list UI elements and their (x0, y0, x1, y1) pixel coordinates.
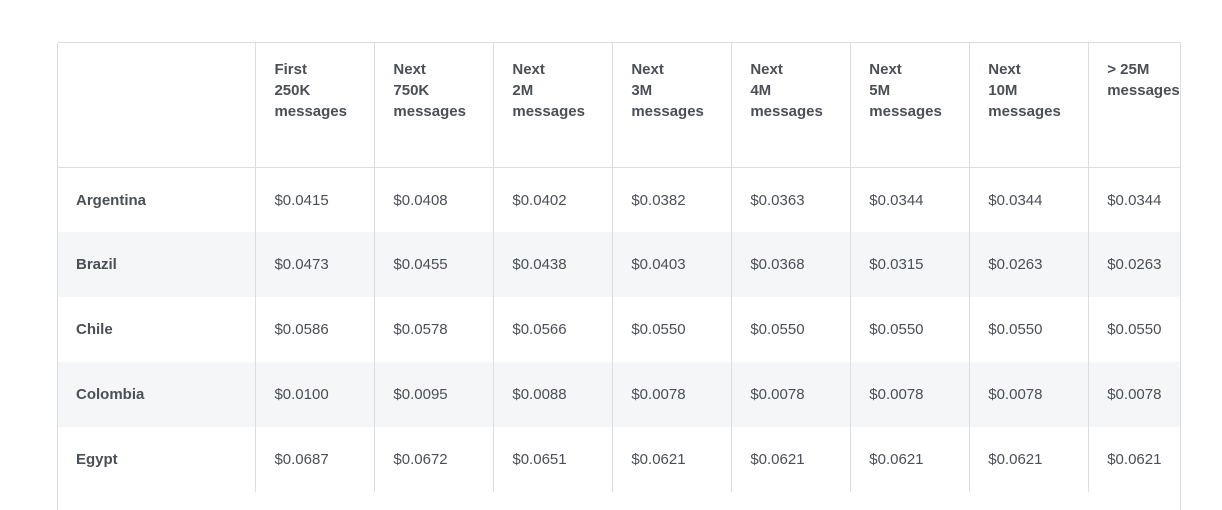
price-cell: $0.0550 (1107, 321, 1162, 338)
price-cell: $0.0455 (374, 232, 495, 297)
price-cell: $0.0363 (731, 167, 852, 232)
tier-header-line: 10M (988, 82, 1018, 99)
tier-header-line: Next (750, 61, 783, 78)
price-cell: $0.0651 (493, 427, 614, 492)
price-cell: $0.0263 (1088, 232, 1180, 297)
price-cell: $0.0578 (374, 297, 495, 362)
tier-header-line: Next (869, 61, 902, 78)
price-cell: $0.0621 (612, 427, 733, 492)
price-cell: $0.0408 (374, 167, 495, 232)
price-cell: $0.0095 (374, 362, 495, 427)
price-cell: $0.0586 (255, 297, 376, 362)
price-cell: $0.0368 (731, 232, 852, 297)
price-cell: $0.0672 (374, 427, 495, 492)
table-row: Argentina $0.0415 $0.0408 $0.0402 $0.038… (58, 167, 1180, 232)
tier-header-line: messages (512, 103, 585, 120)
corner-header-cell (58, 43, 257, 168)
price-cell: $0.0315 (850, 232, 971, 297)
country-cell: Chile (58, 297, 257, 362)
price-cell: $0.0078 (731, 362, 852, 427)
tier-header-first-250k: First 250K messages (255, 43, 376, 168)
country-cell: Brazil (58, 232, 257, 297)
table-row: Brazil $0.0473 $0.0455 $0.0438 $0.0403 $… (58, 232, 1180, 297)
tier-header-line: 3M (631, 82, 653, 99)
price-cell: $0.0403 (612, 232, 733, 297)
price-cell: $0.0402 (493, 167, 614, 232)
tier-header-line: messages (988, 103, 1061, 120)
table-row: Egypt $0.0687 $0.0672 $0.0651 $0.0621 $0… (58, 427, 1180, 492)
tier-header-next-10m: Next 10M messages (969, 43, 1090, 168)
pricing-table: First 250K messages Next 750K messages N… (58, 43, 1180, 492)
price-cell: $0.0078 (1088, 362, 1180, 427)
price-cell: $0.0078 (969, 362, 1090, 427)
tier-header-over-25m: > 25M messages (1088, 43, 1180, 168)
tier-header-line: Next (393, 61, 426, 78)
table-header-row: First 250K messages Next 750K messages N… (58, 43, 1180, 168)
tier-header-next-750k: Next 750K messages (374, 43, 495, 168)
price-cell: $0.0100 (255, 362, 376, 427)
tier-header-next-4m: Next 4M messages (731, 43, 852, 168)
price-cell: $0.0687 (255, 427, 376, 492)
tier-header-line: First (274, 61, 307, 78)
country-cell: Colombia (58, 362, 257, 427)
tier-header-line: 4M (750, 82, 772, 99)
price-cell: $0.0621 (969, 427, 1090, 492)
tier-header-line: 750K (393, 82, 430, 99)
tier-header-line: Next (631, 61, 664, 78)
price-cell: $0.0263 (969, 232, 1090, 297)
price-cell: $0.0438 (493, 232, 614, 297)
table-row: Chile $0.0586 $0.0578 $0.0566 $0.0550 $0… (58, 297, 1180, 362)
price-cell: $0.0621 (850, 427, 971, 492)
tier-header-next-3m: Next 3M messages (612, 43, 733, 168)
price-cell: $0.0473 (255, 232, 376, 297)
tier-header-line: Next (512, 61, 545, 78)
tier-header-line: messages (631, 103, 704, 120)
tier-header-line: messages (1107, 82, 1180, 99)
price-cell: $0.0382 (612, 167, 733, 232)
price-cell: $0.0550 (731, 297, 852, 362)
price-cell: $0.0344 (1107, 191, 1162, 209)
price-cell: $0.0550 (612, 297, 733, 362)
country-cell: Argentina (58, 167, 257, 232)
price-cell: $0.0566 (493, 297, 614, 362)
price-cell: $0.0078 (850, 362, 971, 427)
price-cell: $0.0088 (493, 362, 614, 427)
tier-header-line: messages (274, 103, 347, 120)
tier-header-line: > 25M (1107, 61, 1150, 78)
tier-header-next-5m: Next 5M messages (850, 43, 971, 168)
price-cell: $0.0550 (969, 297, 1090, 362)
price-cell: $0.0344 (850, 167, 971, 232)
price-cell: $0.0621 (731, 427, 852, 492)
tier-header-line: messages (869, 103, 942, 120)
tier-header-line: 250K (274, 82, 311, 99)
price-cell: $0.0621 (1107, 451, 1162, 468)
tier-header-next-2m: Next 2M messages (493, 43, 614, 168)
price-cell: $0.0078 (612, 362, 733, 427)
table-row: Colombia $0.0100 $0.0095 $0.0088 $0.0078… (58, 362, 1180, 427)
country-cell: Egypt (58, 427, 257, 492)
price-cell: $0.0344 (969, 167, 1090, 232)
price-cell: $0.0415 (255, 167, 376, 232)
tier-header-line: Next (988, 61, 1021, 78)
pricing-table-container: First 250K messages Next 750K messages N… (57, 42, 1181, 510)
tier-header-line: 2M (512, 82, 534, 99)
tier-header-line: 5M (869, 82, 891, 99)
tier-header-line: messages (393, 103, 466, 120)
price-cell: $0.0550 (850, 297, 971, 362)
tier-header-line: messages (750, 103, 823, 120)
